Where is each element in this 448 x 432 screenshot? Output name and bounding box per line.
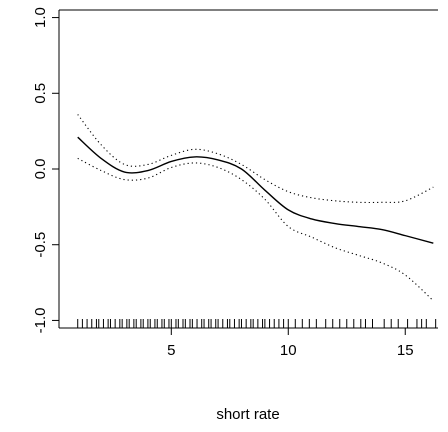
series-layer — [77, 114, 434, 302]
rug-layer — [77, 319, 437, 328]
x-axis-label: short rate — [216, 406, 279, 423]
x-tick-label: 10 — [280, 342, 297, 359]
y-tick-label: 1.0 — [32, 7, 49, 28]
y-tick-label: 0.5 — [32, 83, 49, 104]
x-tick-label: 15 — [397, 342, 414, 359]
y-tick-label: -0.5 — [32, 232, 49, 258]
x-axis: 5 10 15 — [167, 328, 414, 359]
x-tick-label: 5 — [167, 342, 175, 359]
confidence-band-line-2 — [77, 157, 434, 302]
y-axis: -1.0 -0.5 0.0 0.5 1.0 — [32, 7, 59, 333]
y-tick-label: 0.0 — [32, 159, 49, 180]
confidence-band-line-1 — [77, 114, 434, 204]
y-tick-label: -1.0 — [32, 307, 49, 333]
smooth-fit-line — [77, 136, 434, 244]
